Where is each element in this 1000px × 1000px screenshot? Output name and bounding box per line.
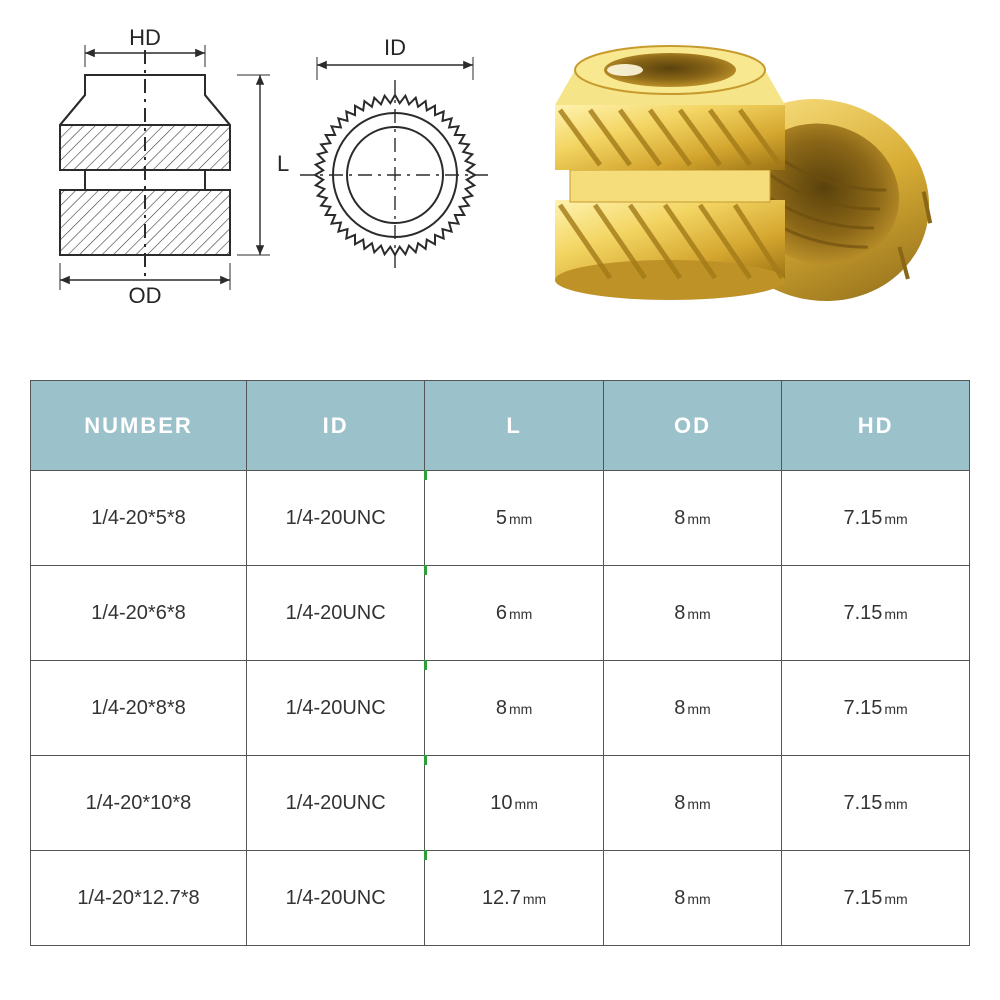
cell-number: 1/4-20*5*8 — [31, 471, 247, 566]
cell-hd: 7.15mm — [782, 566, 970, 661]
cell-id: 1/4-20UNC — [246, 851, 424, 946]
cell-l: 12.7mm — [425, 851, 603, 946]
table-body: 1/4-20*5*8 1/4-20UNC 5mm 8mm 7.15mm 1/4-… — [31, 471, 970, 946]
cell-id: 1/4-20UNC — [246, 661, 424, 756]
label-id: ID — [384, 35, 406, 60]
cell-id: 1/4-20UNC — [246, 566, 424, 661]
cell-hd: 7.15mm — [782, 756, 970, 851]
cell-od: 8mm — [603, 471, 781, 566]
cell-number: 1/4-20*6*8 — [31, 566, 247, 661]
cell-l: 8mm — [425, 661, 603, 756]
technical-drawing: HD OD L I — [25, 25, 505, 325]
table-row: 1/4-20*5*8 1/4-20UNC 5mm 8mm 7.15mm — [31, 471, 970, 566]
cell-od: 8mm — [603, 566, 781, 661]
table-row: 1/4-20*10*8 1/4-20UNC 10mm 8mm 7.15mm — [31, 756, 970, 851]
cell-hd: 7.15mm — [782, 471, 970, 566]
table-row: 1/4-20*6*8 1/4-20UNC 6mm 8mm 7.15mm — [31, 566, 970, 661]
table-header-row: NUMBER ID L OD HD — [31, 381, 970, 471]
cell-od: 8mm — [603, 661, 781, 756]
cell-hd: 7.15mm — [782, 851, 970, 946]
cell-l: 10mm — [425, 756, 603, 851]
col-header-l: L — [425, 381, 603, 471]
col-header-od: OD — [603, 381, 781, 471]
cell-l: 6mm — [425, 566, 603, 661]
cell-od: 8mm — [603, 756, 781, 851]
table-row: 1/4-20*8*8 1/4-20UNC 8mm 8mm 7.15mm — [31, 661, 970, 756]
cell-id: 1/4-20UNC — [246, 756, 424, 851]
cell-id: 1/4-20UNC — [246, 471, 424, 566]
cell-hd: 7.15mm — [782, 661, 970, 756]
cell-l: 5mm — [425, 471, 603, 566]
cell-number: 1/4-20*12.7*8 — [31, 851, 247, 946]
cell-number: 1/4-20*8*8 — [31, 661, 247, 756]
cell-number: 1/4-20*10*8 — [31, 756, 247, 851]
label-od: OD — [129, 283, 162, 308]
spec-table: NUMBER ID L OD HD 1/4-20*5*8 1/4-20UNC 5… — [30, 380, 970, 946]
label-l: L — [277, 151, 289, 176]
col-header-number: NUMBER — [31, 381, 247, 471]
product-photo — [520, 10, 980, 340]
col-header-hd: HD — [782, 381, 970, 471]
table-row: 1/4-20*12.7*8 1/4-20UNC 12.7mm 8mm 7.15m… — [31, 851, 970, 946]
col-header-id: ID — [246, 381, 424, 471]
label-hd: HD — [129, 25, 161, 50]
cell-od: 8mm — [603, 851, 781, 946]
